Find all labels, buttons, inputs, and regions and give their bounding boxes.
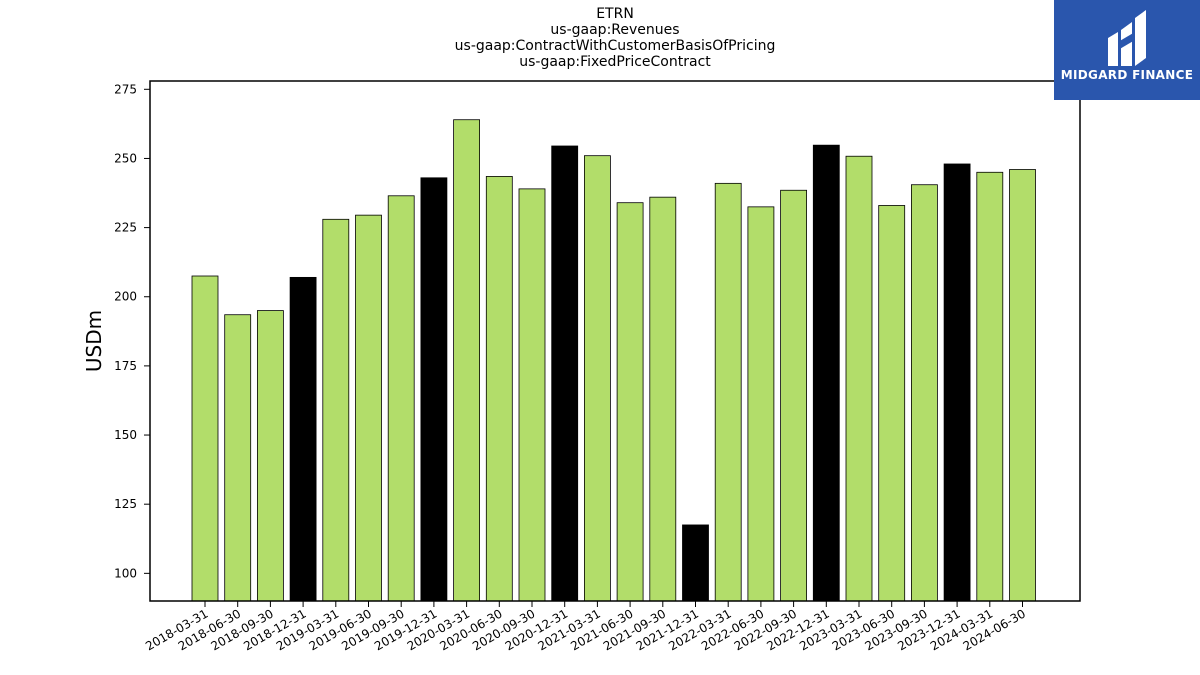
title-concept: us-gaap:Revenues	[550, 22, 680, 38]
bar-2023-12-31	[943, 163, 971, 602]
bar-2021-12-31	[682, 524, 709, 602]
bar-2019-06-30	[355, 214, 382, 602]
bar-2018-03-31	[191, 275, 219, 602]
bar-2021-03-31	[584, 155, 611, 602]
y-tick-label: 150	[114, 428, 137, 442]
bar-2021-09-30	[649, 196, 677, 602]
bar-2024-03-31	[976, 171, 1004, 602]
bar-2019-12-31	[420, 177, 448, 602]
bar-2020-12-31	[551, 145, 579, 602]
bar-2018-06-30	[224, 314, 252, 602]
y-tick-label: 125	[114, 497, 137, 511]
title-member: us-gaap:FixedPriceContract	[519, 54, 711, 70]
y-tick-label: 100	[114, 566, 137, 580]
y-tick-label: 200	[114, 290, 137, 304]
logo-mark-icon	[1108, 10, 1146, 66]
y-tick-label: 250	[114, 151, 137, 165]
plot-frame	[149, 80, 1081, 602]
y-tick-label: 225	[114, 221, 137, 235]
bar-2023-06-30	[878, 205, 906, 602]
y-tick-label: 175	[114, 359, 137, 373]
bar-2022-09-30	[780, 189, 807, 602]
bar-2019-09-30	[387, 195, 415, 602]
bar-2023-03-31	[845, 155, 873, 602]
bar-2021-06-30	[616, 202, 644, 602]
bar-2022-03-31	[714, 182, 742, 602]
y-axis-label: USDm	[82, 310, 106, 372]
bar-2020-09-30	[518, 188, 546, 602]
bar-2024-06-30	[1009, 169, 1036, 602]
x-axis: 2018-03-312018-06-302018-09-302018-12-31…	[143, 601, 1028, 653]
bar-2018-12-31	[289, 276, 317, 602]
logo-text: MIDGARD FINANCE	[1060, 68, 1194, 82]
y-axis: 100 125 150 175 200 225 250 275	[114, 82, 150, 580]
chart-title: ETRN us-gaap:Revenues us-gaap:ContractWi…	[150, 6, 1080, 70]
bar-2018-09-30	[256, 310, 284, 602]
title-axis: us-gaap:ContractWithCustomerBasisOfPrici…	[454, 38, 776, 54]
bar-2020-06-30	[485, 176, 513, 602]
bars-group	[191, 119, 1036, 602]
bar-2022-06-30	[747, 206, 775, 602]
bar-2020-03-31	[453, 119, 481, 602]
bar-2019-03-31	[322, 218, 350, 602]
bar-2022-12-31	[812, 144, 840, 602]
bar-2023-09-30	[911, 184, 938, 602]
midgard-finance-logo: MIDGARD FINANCE	[1054, 0, 1200, 100]
title-ticker: ETRN	[596, 6, 634, 22]
y-tick-label: 275	[114, 82, 137, 96]
